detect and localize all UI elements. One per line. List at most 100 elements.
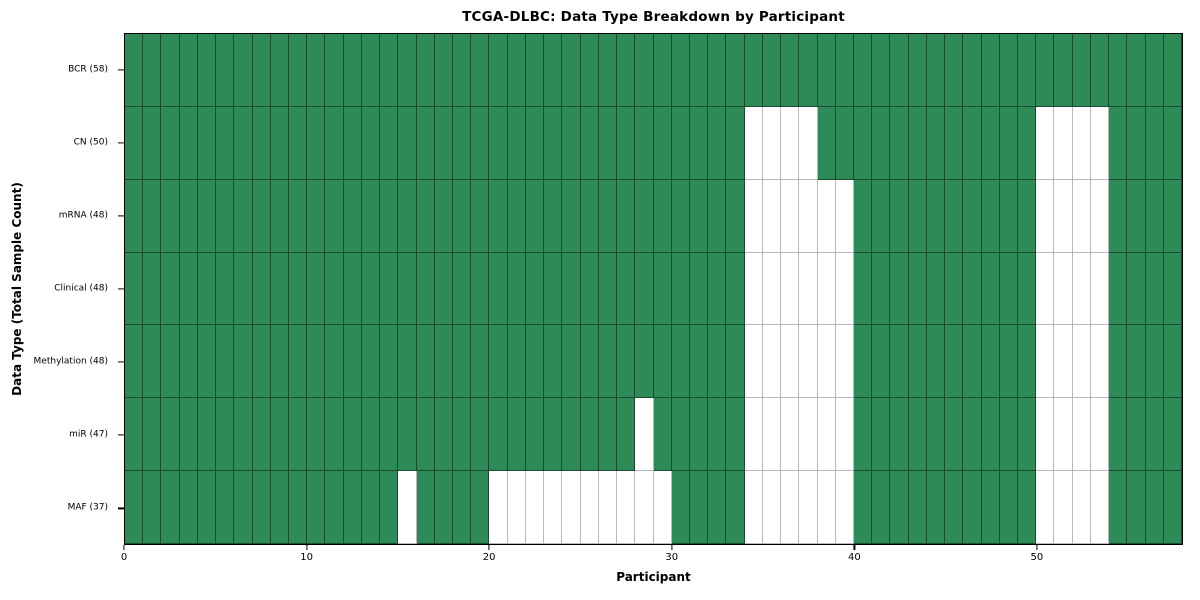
matrix-cell — [453, 34, 472, 107]
matrix-cell — [380, 252, 399, 326]
matrix-cell — [872, 34, 891, 107]
matrix-cell — [1036, 252, 1055, 326]
matrix-cell — [598, 179, 618, 253]
matrix-cell — [1109, 325, 1128, 399]
matrix-cell — [781, 252, 800, 326]
matrix-cell — [817, 471, 836, 544]
matrix-cell — [580, 398, 599, 472]
matrix-cell — [671, 106, 690, 180]
matrix-cell — [398, 398, 417, 472]
matrix-cell — [125, 34, 144, 107]
matrix-cell — [289, 325, 308, 399]
matrix-cell — [999, 471, 1018, 544]
matrix-cell — [1163, 106, 1182, 180]
y-axis-tick-mark — [118, 361, 124, 363]
matrix-cell — [544, 106, 563, 180]
matrix-cell — [1163, 325, 1182, 399]
matrix-cell — [216, 179, 235, 253]
matrix-cell — [744, 106, 763, 180]
matrix-cell — [270, 179, 290, 253]
matrix-cell — [525, 252, 545, 326]
y-axis-tick-mark — [118, 68, 124, 71]
matrix-cell — [853, 106, 873, 180]
matrix-cell — [1145, 106, 1164, 180]
matrix-cell — [1145, 325, 1164, 399]
matrix-cell — [1145, 179, 1164, 253]
matrix-cell — [762, 471, 782, 544]
matrix-cell — [544, 398, 563, 472]
matrix-cell — [197, 398, 217, 472]
x-axis-title: Participant — [616, 570, 691, 584]
matrix-cell — [1054, 325, 1073, 399]
matrix-cell — [908, 398, 927, 472]
matrix-cell — [562, 325, 581, 399]
matrix-cell — [835, 34, 854, 107]
matrix-cell — [197, 106, 217, 180]
matrix-cell — [580, 34, 599, 107]
matrix-cell — [1163, 471, 1182, 544]
matrix-cell — [1163, 34, 1182, 107]
matrix-cell — [307, 106, 326, 180]
matrix-cell — [945, 179, 964, 253]
matrix-cell — [781, 34, 800, 107]
matrix-cell — [544, 34, 563, 107]
matrix-cell — [489, 106, 508, 180]
matrix-cell — [179, 325, 198, 399]
matrix-cell — [234, 398, 253, 472]
matrix-cell — [325, 179, 344, 253]
matrix-cell — [890, 398, 909, 472]
matrix-cell — [817, 34, 836, 107]
matrix-cell — [689, 106, 709, 180]
x-axis-tick-label: 0 — [120, 552, 128, 563]
matrix-cell — [270, 325, 290, 399]
y-axis-tick-label: BCR (58) — [68, 64, 108, 75]
matrix-cell — [653, 34, 672, 107]
matrix-cell — [981, 106, 1000, 180]
matrix-cell — [653, 325, 672, 399]
matrix-cell — [799, 179, 818, 253]
matrix-cell — [1072, 106, 1091, 180]
x-axis-tick-label: 10 — [300, 552, 313, 563]
matrix-cell — [1127, 252, 1146, 326]
matrix-cell — [380, 471, 399, 544]
matrix-cell — [1090, 325, 1110, 399]
matrix-cell — [234, 325, 253, 399]
matrix-cell — [580, 179, 599, 253]
matrix-cell — [525, 179, 545, 253]
matrix-cell — [398, 179, 417, 253]
matrix-cell — [689, 252, 709, 326]
matrix-cell — [453, 179, 472, 253]
matrix-cell — [544, 179, 563, 253]
matrix-cell — [1054, 106, 1073, 180]
matrix-cell — [380, 106, 399, 180]
matrix-cell — [343, 325, 362, 399]
matrix-cell — [653, 106, 672, 180]
matrix-cell — [762, 34, 782, 107]
x-axis-tick-mark — [305, 545, 308, 550]
matrix-cell — [307, 471, 326, 544]
x-axis-tick-mark — [123, 545, 125, 550]
matrix-cell — [908, 106, 927, 180]
matrix-cell — [835, 471, 854, 544]
matrix-cell — [380, 34, 399, 107]
matrix-cell — [1072, 252, 1091, 326]
matrix-cell — [325, 34, 344, 107]
matrix-cell — [179, 471, 198, 544]
matrix-cell — [471, 179, 490, 253]
matrix-cell — [161, 252, 180, 326]
matrix-cell — [817, 252, 836, 326]
matrix-cell — [544, 325, 563, 399]
matrix-cell — [1127, 34, 1146, 107]
matrix-cell — [726, 471, 745, 544]
matrix-cell — [1109, 179, 1128, 253]
matrix-cell — [853, 252, 873, 326]
matrix-cell — [161, 106, 180, 180]
matrix-cell — [197, 252, 217, 326]
matrix-cell — [999, 179, 1018, 253]
matrix-cell — [1054, 398, 1073, 472]
matrix-cell — [307, 398, 326, 472]
matrix-cell — [963, 179, 982, 253]
matrix-cell — [981, 398, 1000, 472]
matrix-cell — [252, 325, 271, 399]
matrix-cell — [726, 179, 745, 253]
